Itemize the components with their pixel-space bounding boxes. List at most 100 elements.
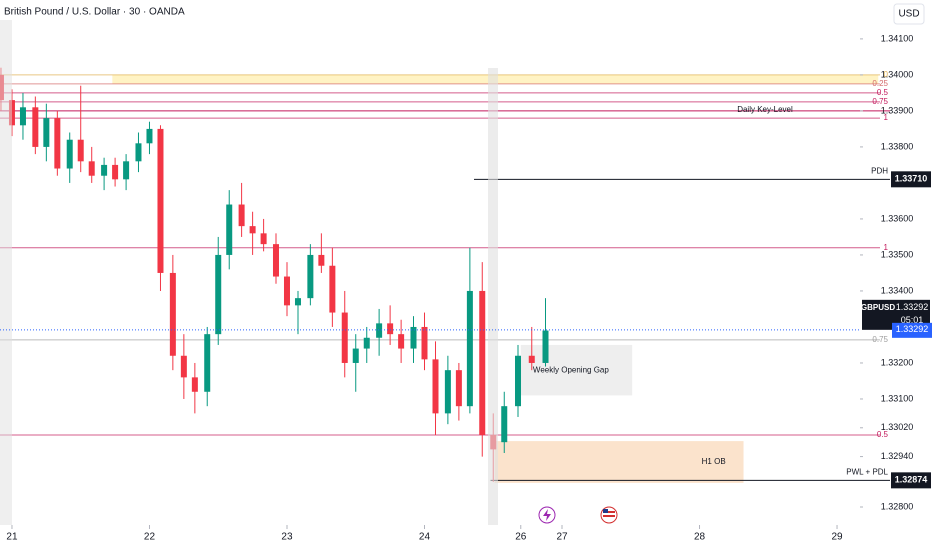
y-tick-label: 1.33200	[881, 357, 914, 367]
candle-body	[421, 326, 428, 360]
candle-body	[294, 298, 301, 306]
y-tick-label: 1.34100	[881, 33, 914, 43]
candle-body	[66, 139, 73, 169]
candle-body	[272, 244, 279, 277]
candle-body	[43, 118, 50, 147]
candle-body	[19, 107, 26, 126]
candle-body	[501, 406, 508, 443]
x-tick-label: 23	[281, 532, 293, 543]
candle-body	[215, 254, 222, 335]
candle-body	[341, 312, 348, 363]
flag-stripe	[603, 515, 615, 517]
fib-label: 0.75	[872, 335, 888, 344]
x-tick-label: 24	[419, 532, 431, 543]
x-tick-label: 29	[831, 532, 843, 543]
x-tick-label: 28	[694, 532, 706, 543]
y-tick-label: 1.33900	[881, 105, 914, 115]
price-tag	[892, 322, 932, 338]
candle-body	[376, 323, 383, 338]
y-tick-label: 1.32800	[881, 501, 914, 511]
candle-body	[363, 337, 370, 349]
candle-body	[410, 326, 417, 349]
price-tag	[891, 171, 931, 188]
candle-body	[204, 334, 211, 392]
candle-body	[432, 359, 439, 414]
fib-label: 0.75	[872, 97, 888, 106]
y-tick-label: 1.33500	[881, 249, 914, 259]
candle-body	[157, 128, 164, 273]
y-tick-label: 1.33400	[881, 285, 914, 295]
key-label: PDH	[871, 166, 888, 175]
candle-body	[32, 107, 39, 147]
fib-label: 0.25	[872, 79, 888, 88]
candle-body	[444, 370, 451, 414]
session-shade	[0, 20, 12, 525]
candle-body	[307, 254, 314, 299]
candle-body	[318, 254, 325, 266]
chart-title: British Pound / U.S. Dollar · 30 · OANDA	[4, 7, 185, 18]
currency-button[interactable]	[893, 3, 925, 25]
candle-body	[387, 323, 394, 335]
flag-canton	[603, 509, 608, 513]
key-label: PWL + PDL	[846, 467, 888, 476]
candle-body	[146, 128, 153, 144]
price-tag-text: 1.32874	[895, 475, 928, 485]
candle-body	[542, 330, 549, 363]
candle-body	[479, 290, 486, 435]
candle-body	[260, 233, 267, 245]
fib-label: 1	[884, 243, 889, 252]
currency: USD	[898, 9, 919, 20]
y-tick-label: 1.32940	[881, 451, 914, 461]
candle-body	[398, 334, 405, 349]
candle-body	[77, 139, 84, 162]
candle-body	[191, 377, 198, 392]
y-tick-label: 1.33600	[881, 213, 914, 223]
zone	[494, 441, 744, 483]
candle-body	[515, 355, 522, 407]
y-tick-label: 1.33020	[881, 422, 914, 432]
flag-stripe	[603, 511, 615, 513]
x-tick-label: 26	[515, 532, 527, 543]
fib-label: 1	[884, 113, 889, 122]
x-tick-label: 21	[6, 532, 18, 543]
candle-body	[528, 355, 535, 363]
candle-body	[329, 265, 336, 313]
candle-body	[180, 355, 187, 378]
fib-label: 0.5	[877, 88, 889, 97]
fib-label: 0.5	[877, 430, 889, 439]
symbol-price: 1.33292	[896, 302, 929, 312]
candle-body	[112, 164, 119, 180]
y-tick-label: 1.34000	[881, 69, 914, 79]
candle-body	[249, 226, 256, 234]
zone-label: H1 OB	[702, 457, 726, 466]
zone	[520, 344, 633, 396]
candle-body	[466, 290, 473, 407]
price-tag-text: 1.33292	[896, 324, 929, 334]
y-tick-label: 1.33800	[881, 141, 914, 151]
x-tick-label: 22	[144, 532, 156, 543]
candle-body	[101, 164, 108, 176]
y-tick-label: 1.33100	[881, 393, 914, 403]
fib-label: 0	[884, 70, 889, 79]
candle-body	[123, 161, 130, 180]
candle-body	[169, 272, 176, 356]
candle-body	[455, 370, 462, 407]
symbol: GBPUSD	[861, 303, 895, 312]
candle-body	[226, 204, 233, 255]
countdown: 05:01	[901, 315, 924, 325]
candle-body	[54, 118, 61, 169]
price-tag-text: 1.33710	[895, 174, 928, 184]
price-tag	[891, 472, 931, 489]
candle-body	[135, 143, 142, 162]
candle-body	[352, 348, 359, 363]
session-shade	[488, 68, 498, 525]
candle-body	[283, 276, 290, 306]
candle-body	[238, 204, 245, 227]
key-label: Daily Key-Level	[737, 105, 793, 114]
x-tick-label: 27	[556, 532, 568, 543]
lightning	[543, 509, 551, 521]
zone-label: Weekly Opening Gap	[533, 365, 609, 374]
